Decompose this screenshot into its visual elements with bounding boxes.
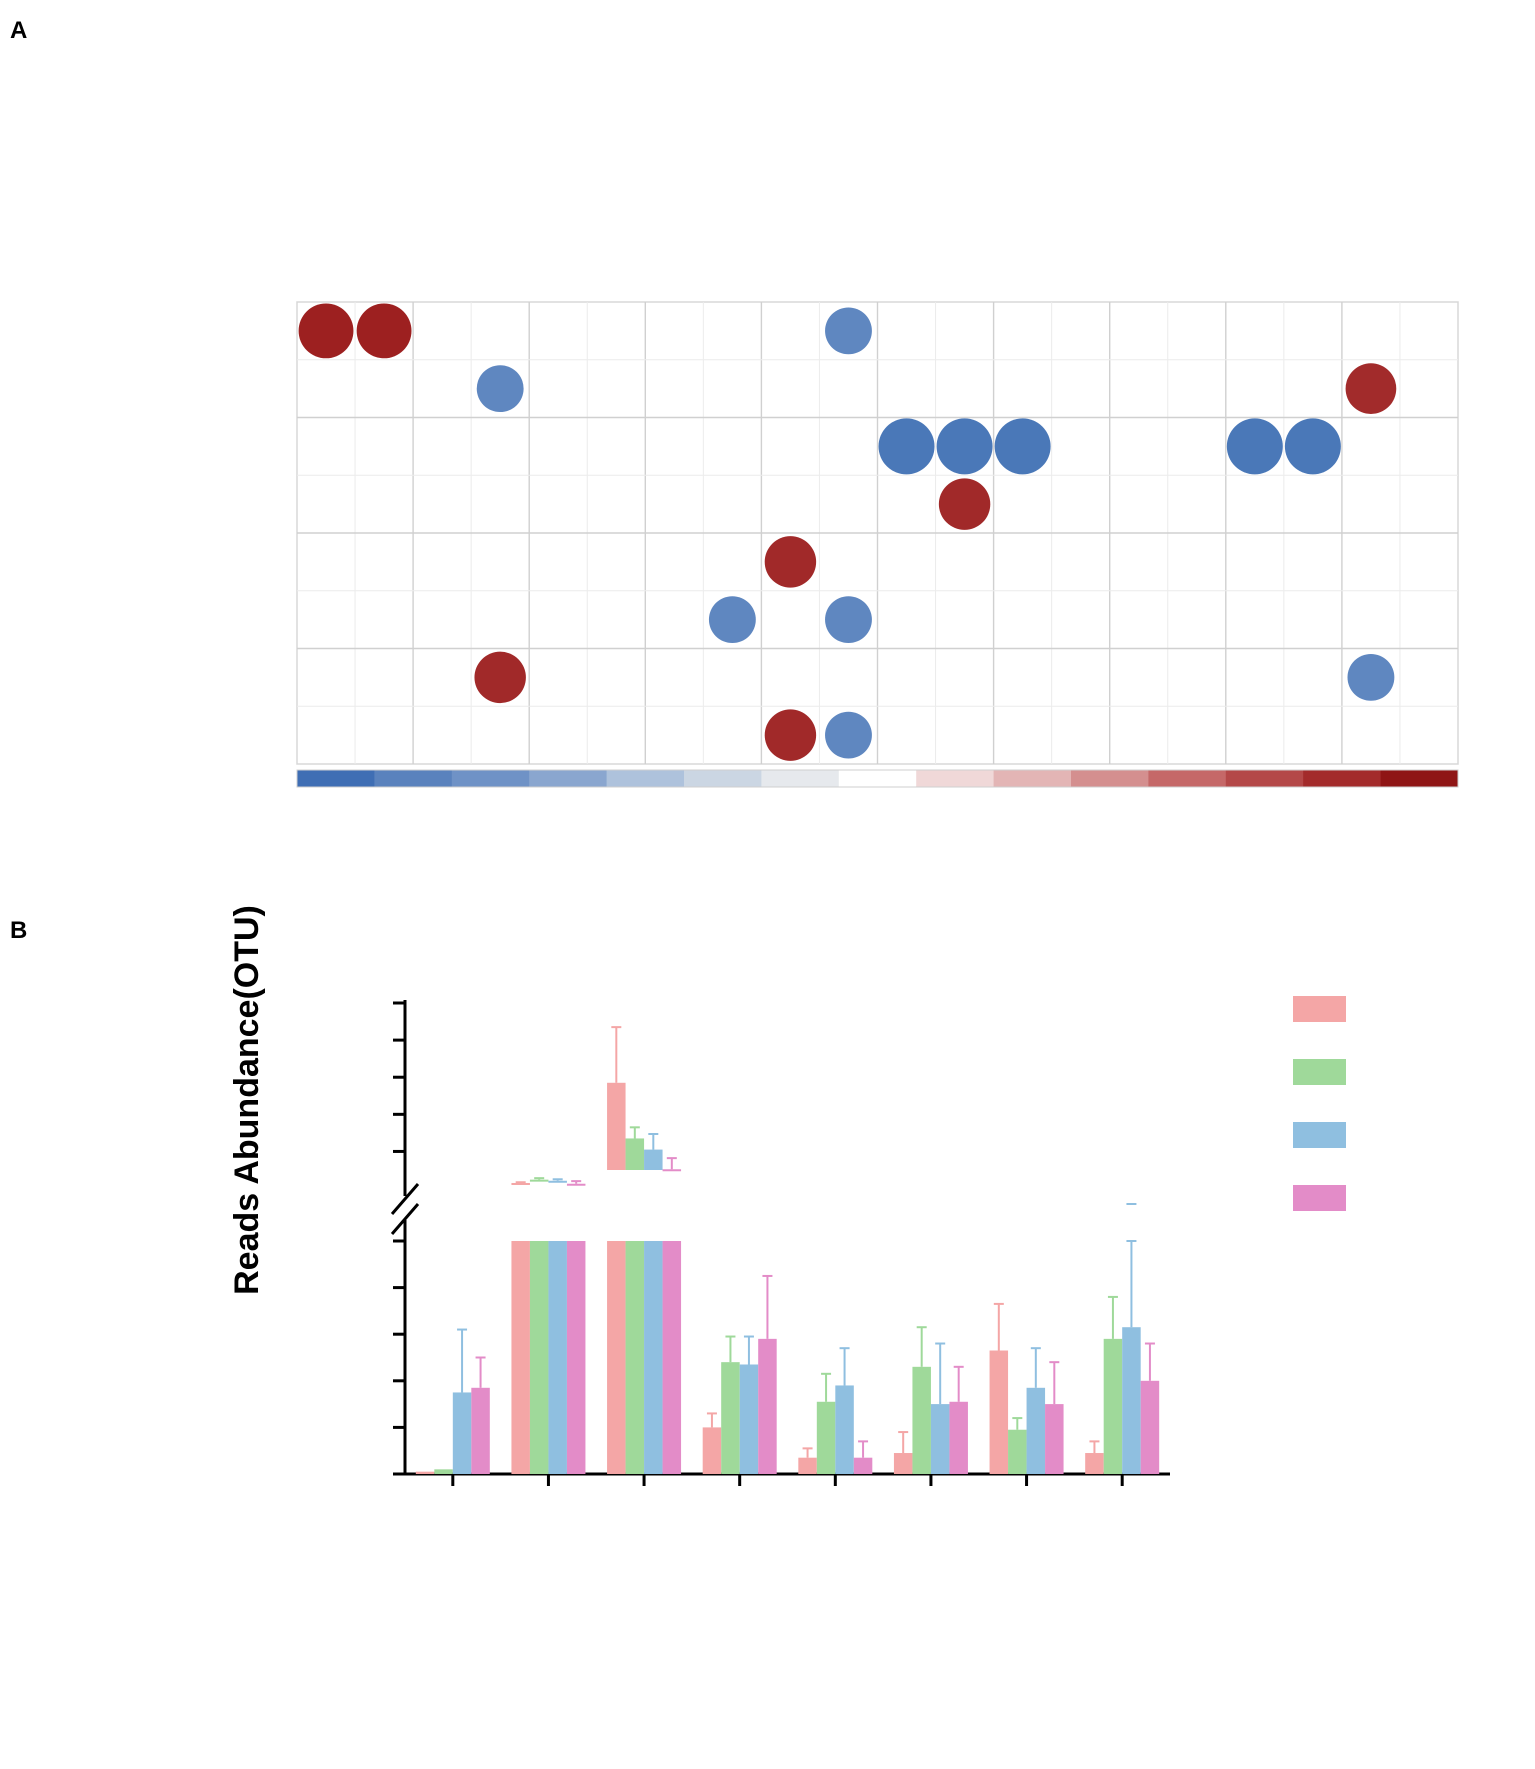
colorbar-swatch <box>761 770 840 787</box>
heatmap-cell-circle <box>878 418 935 475</box>
y-axis-label: Reads Abundance(OTU) <box>228 905 266 1295</box>
heatmap-cell-circle <box>1284 418 1341 475</box>
axis-break-mark <box>390 1183 420 1215</box>
heatmap-cell-circle <box>825 596 872 644</box>
colorbar-swatch <box>993 770 1072 787</box>
bar <box>625 1241 645 1474</box>
bar <box>1026 1387 1046 1474</box>
heatmap-cell-circle <box>936 418 993 475</box>
bar-chart-legend <box>1293 996 1346 1211</box>
colorbar-swatch <box>1380 770 1459 787</box>
colorbar-swatch <box>1071 770 1149 787</box>
heatmap-cell-circle <box>764 709 817 761</box>
bar <box>702 1427 722 1474</box>
bar <box>548 1241 567 1474</box>
bar <box>930 1404 950 1474</box>
bar <box>739 1364 759 1474</box>
colorbar-swatch <box>1225 770 1304 787</box>
heatmap-cell-circle <box>1345 363 1397 414</box>
colorbar-swatch <box>1148 770 1227 787</box>
bar-upper-segment <box>548 1180 567 1183</box>
heatmap-cell-circle <box>476 365 524 413</box>
bar <box>607 1241 626 1474</box>
colorbar-swatch <box>916 770 995 787</box>
heatmap-cell-circle <box>764 536 817 588</box>
bar <box>471 1387 490 1474</box>
legend-swatch <box>1293 1185 1346 1211</box>
bar <box>853 1457 873 1474</box>
bar-upper-segment <box>607 1082 626 1170</box>
colorbar-swatch <box>1303 770 1382 787</box>
bar-upper-segment <box>644 1149 663 1170</box>
bar <box>721 1362 740 1474</box>
axis-break-mark <box>390 1203 420 1235</box>
colorbar-swatch <box>451 770 530 787</box>
bar <box>989 1350 1009 1474</box>
bar-upper-segment <box>529 1179 549 1182</box>
heatmap-colorbar <box>296 769 1459 788</box>
heatmap-cell-circle <box>356 303 412 359</box>
bar <box>1085 1453 1104 1474</box>
heatmap-cells <box>298 303 1397 761</box>
bar <box>644 1241 663 1474</box>
bar <box>1045 1404 1064 1474</box>
bar-chart-bars <box>415 1026 1160 1474</box>
colorbar-swatch <box>529 770 608 787</box>
bar <box>511 1241 530 1474</box>
legend-swatch <box>1293 1122 1346 1148</box>
heatmap-cell-circle <box>1226 418 1283 475</box>
colorbar-swatch <box>684 770 762 787</box>
bar <box>415 1471 435 1474</box>
legend-swatch <box>1293 996 1346 1022</box>
bar <box>1008 1429 1027 1474</box>
bar-upper-segment <box>566 1183 586 1186</box>
bar <box>529 1241 549 1474</box>
legend-swatch <box>1293 1059 1346 1085</box>
colorbar-swatch <box>838 770 917 787</box>
panel-b-letter: B <box>10 917 27 944</box>
bar <box>1140 1380 1160 1474</box>
bar <box>1103 1338 1123 1474</box>
bar-upper-segment <box>625 1138 645 1170</box>
heatmap-cell-circle <box>474 651 526 704</box>
heatmap-cell-circle <box>994 418 1051 475</box>
bar <box>893 1453 913 1474</box>
heatmap-cell-circle <box>825 307 872 355</box>
heatmap-cell-circle <box>708 596 756 644</box>
colorbar-swatch <box>297 770 375 787</box>
heatmap-panel <box>296 301 1459 788</box>
colorbar-swatch <box>374 770 453 787</box>
bar <box>566 1241 586 1474</box>
heatmap-cell-circle <box>938 478 991 530</box>
heatmap-cell-circle <box>1347 653 1395 701</box>
bar <box>835 1385 854 1474</box>
bar <box>816 1401 836 1474</box>
bar <box>1122 1327 1141 1474</box>
bar <box>798 1457 817 1474</box>
heatmap-grid <box>296 301 1459 765</box>
colorbar-swatch <box>606 770 685 787</box>
bar <box>912 1366 931 1474</box>
colorbar-frame <box>296 769 1459 788</box>
bar <box>434 1469 453 1474</box>
bar <box>949 1401 968 1474</box>
panel-a-letter: A <box>10 17 27 44</box>
bar-upper-segment <box>662 1169 682 1172</box>
bar-upper-segment <box>511 1182 530 1185</box>
heatmap-cell-circle <box>825 711 872 759</box>
bar <box>662 1241 682 1474</box>
heatmap-cell-circle <box>298 303 354 359</box>
bar-chart-panel: Reads Abundance(OTU) <box>228 905 1346 1486</box>
bar <box>758 1338 777 1474</box>
bar <box>452 1392 472 1474</box>
